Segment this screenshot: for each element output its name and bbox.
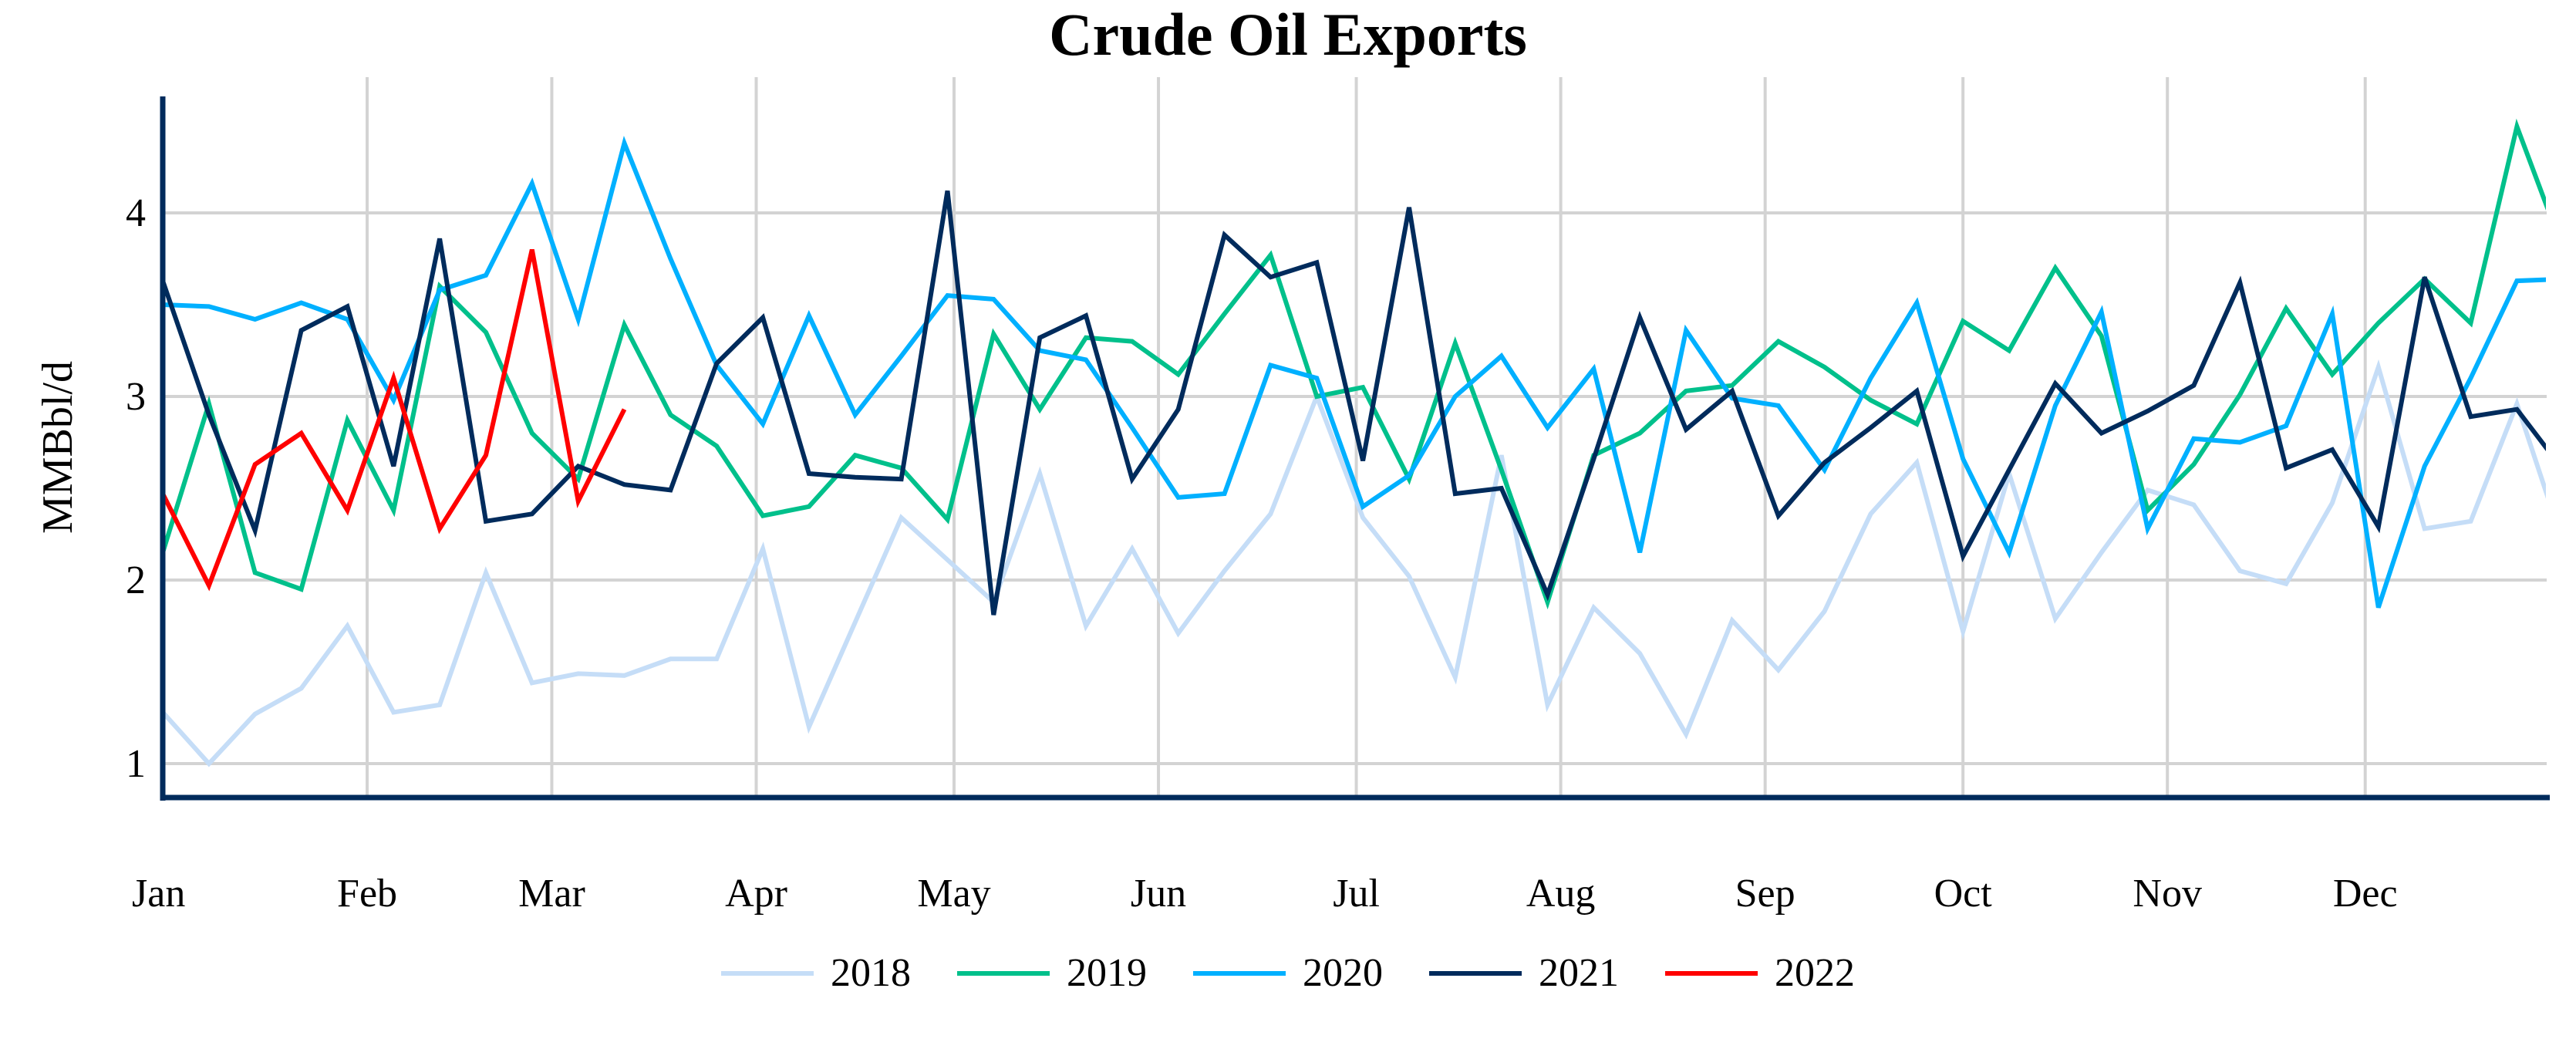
legend-swatch: [1193, 970, 1286, 976]
series-lines: [163, 118, 2546, 767]
legend-swatch: [721, 970, 814, 976]
legend-item-2021[interactable]: 2021: [1429, 950, 1619, 996]
legend-label: 2018: [831, 951, 911, 995]
legend-item-2020[interactable]: 2020: [1193, 950, 1383, 996]
x-tick-label: Oct: [1934, 872, 1993, 916]
y-tick-label: 3: [126, 375, 146, 419]
legend-label: 2021: [1539, 951, 1619, 995]
x-tick-label: Mar: [518, 872, 585, 916]
x-tick-label: Feb: [337, 872, 397, 916]
series-line-2018: [163, 359, 2546, 767]
x-tick-label: Jan: [132, 872, 185, 916]
series-line-2021: [163, 190, 2546, 616]
tick-labels: 1 2 3 4 Jan Feb Mar Apr May Jun Jul Aug Sep Oct Nov Dec: [126, 191, 2398, 916]
legend-item-2018[interactable]: 2018: [721, 950, 911, 996]
legend-item-2022[interactable]: 2022: [1665, 950, 1855, 996]
x-tick-label: Jul: [1333, 872, 1380, 916]
legend-item-2019[interactable]: 2019: [957, 950, 1147, 996]
x-tick-label: Sep: [1735, 872, 1795, 916]
axes: [160, 96, 2550, 801]
x-tick-label: May: [917, 872, 990, 916]
chart-title: Crude Oil Exports: [1049, 1, 1527, 68]
legend-label: 2020: [1303, 951, 1383, 995]
x-tick-label: Aug: [1526, 872, 1596, 916]
legend: 2018 2019 2020 2021 2022: [0, 950, 2576, 996]
series-line-2022: [163, 248, 627, 592]
legend-swatch: [1429, 970, 1522, 976]
x-tick-label: Jun: [1131, 872, 1186, 916]
legend-label: 2022: [1775, 951, 1855, 995]
y-tick-label: 1: [126, 742, 146, 786]
y-tick-label: 2: [126, 558, 146, 602]
gridlines: [163, 77, 2547, 798]
y-tick-label: 4: [126, 191, 146, 235]
legend-swatch: [957, 970, 1050, 976]
legend-swatch: [1665, 970, 1758, 976]
x-tick-label: Nov: [2133, 872, 2202, 916]
x-tick-label: Apr: [725, 872, 787, 916]
x-tick-label: Dec: [2333, 872, 2398, 916]
legend-label: 2019: [1067, 951, 1147, 995]
